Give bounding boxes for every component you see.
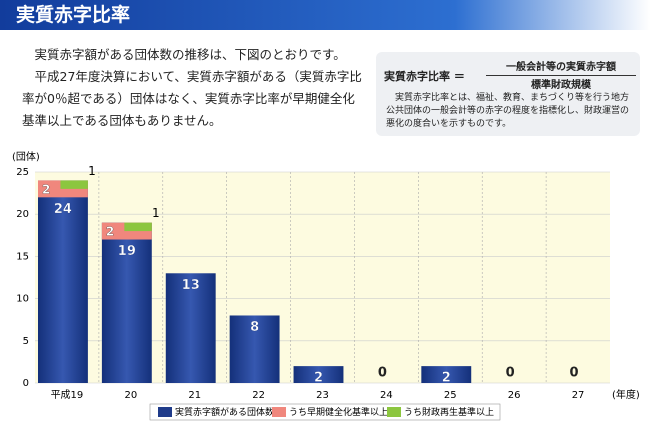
legend-swatch bbox=[158, 407, 172, 417]
legend-box bbox=[149, 403, 501, 421]
bar bbox=[229, 315, 280, 383]
legend-label: 実質赤字額がある団体数 bbox=[175, 406, 274, 418]
value-label: 13 bbox=[182, 278, 200, 293]
value-label: 0 bbox=[570, 366, 579, 381]
value-label: 2 bbox=[106, 225, 114, 239]
value-label: 24 bbox=[54, 202, 72, 217]
y-unit: (団体) bbox=[12, 151, 40, 163]
intro-text: 平成27年度決算において、実質赤字額がある（実質赤字比率が0％超である）団体はな… bbox=[22, 69, 362, 128]
bar bbox=[165, 273, 216, 383]
x-tick-label: 20 bbox=[124, 390, 137, 401]
y-tick-label: 0 bbox=[23, 378, 29, 389]
x-unit: (年度) bbox=[612, 388, 640, 401]
formula-denominator: 標準財政規模 bbox=[531, 80, 591, 91]
formula-lhs: 実質赤字比率 ＝ bbox=[384, 70, 465, 83]
legend-swatch bbox=[387, 407, 401, 417]
bar bbox=[101, 222, 152, 383]
formula-box: 実質赤字比率 ＝ 一般会計等の実質赤字額 標準財政規模 実質赤字比率とは、福祉、… bbox=[376, 52, 640, 136]
x-tick-label: 平成19 bbox=[51, 389, 84, 401]
value-label: 2 bbox=[314, 371, 323, 386]
x-tick-label: 24 bbox=[380, 390, 393, 401]
bar bbox=[38, 180, 88, 383]
legend-label: うち早期健全化基準以上 bbox=[289, 406, 388, 418]
x-tick-label: 26 bbox=[508, 390, 521, 401]
header-title: 実質赤字比率 bbox=[0, 0, 650, 30]
value-label: 1 bbox=[88, 164, 96, 178]
y-tick-label: 20 bbox=[16, 209, 29, 220]
x-tick-label: 27 bbox=[572, 390, 585, 401]
y-tick-label: 5 bbox=[23, 336, 29, 347]
value-label: 2 bbox=[442, 371, 451, 386]
x-tick-label: 22 bbox=[252, 390, 265, 401]
value-label: 2 bbox=[42, 182, 50, 196]
bar bbox=[421, 366, 472, 383]
x-tick-label: 23 bbox=[316, 390, 329, 401]
legend-label: うち財政再生基準以上 bbox=[404, 406, 494, 418]
value-label: 1 bbox=[152, 206, 160, 220]
x-tick-label: 25 bbox=[444, 390, 457, 401]
intro: 実質赤字額がある団体数の推移は、下図のとおりです。 平成27年度決算において、実… bbox=[22, 44, 367, 132]
y-tick-label: 15 bbox=[16, 251, 29, 262]
value-label: 0 bbox=[506, 366, 515, 381]
y-tick-label: 10 bbox=[16, 294, 29, 305]
bar-segment bbox=[124, 222, 152, 232]
value-label: 8 bbox=[250, 320, 259, 335]
intro-text: 実質赤字額がある団体数の推移は、下図のとおりです。 bbox=[34, 47, 346, 62]
bar bbox=[293, 366, 344, 383]
formula-description: 実質赤字比率とは、福祉、教育、まちづくり等を行う地方公共団体の一般会計等の赤字の… bbox=[386, 93, 630, 129]
legend-swatch bbox=[272, 407, 286, 417]
bar-segment bbox=[60, 180, 88, 189]
x-tick-label: 21 bbox=[188, 390, 201, 401]
formula-numerator: 一般会計等の実質赤字額 bbox=[486, 58, 636, 76]
value-label: 0 bbox=[378, 366, 387, 381]
value-label: 19 bbox=[118, 244, 136, 259]
y-tick-label: 25 bbox=[16, 167, 29, 178]
